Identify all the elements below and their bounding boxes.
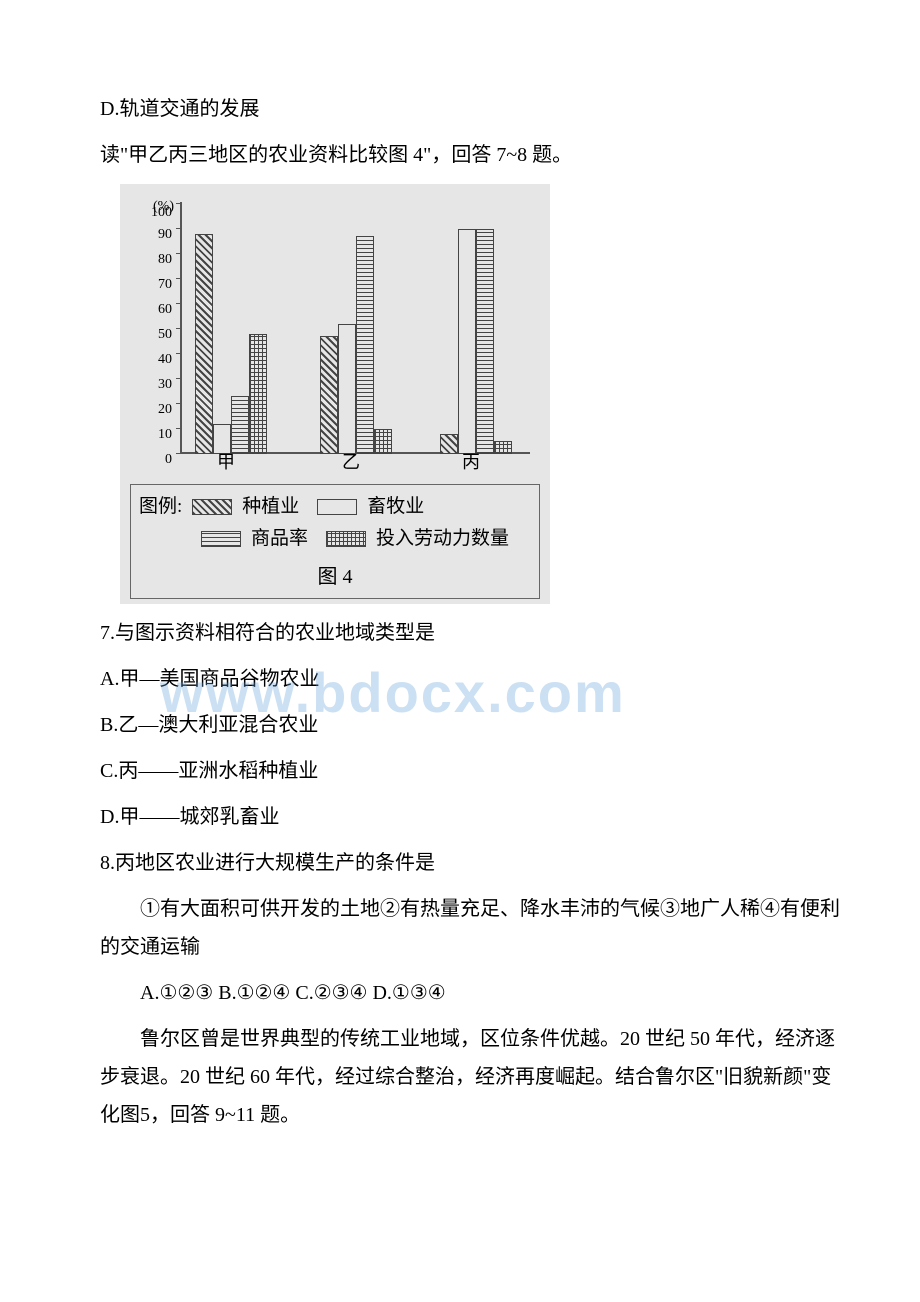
legend-swatch-livestock: [317, 499, 357, 515]
bar-yi-livestock: [338, 324, 356, 454]
bar-bing-labor: [494, 441, 512, 454]
q7-option-c: C.丙——亚洲水稻种植业: [100, 752, 840, 790]
q8-conditions: ①有大面积可供开发的土地②有热量充足、降水丰沛的气候③地广人稀④有便利的交通运输: [100, 890, 840, 966]
bar-yi-planting: [320, 336, 338, 454]
q7-option-a: A.甲—美国商品谷物农业: [100, 660, 840, 698]
read-prompt: 读"甲乙丙三地区的农业资料比较图 4"，回答 7~8 题。: [100, 136, 840, 174]
q7-stem: 7.与图示资料相符合的农业地域类型是: [100, 614, 840, 652]
ytick-10: 10: [140, 422, 172, 449]
ytick-60: 60: [140, 297, 172, 324]
ytick-100: 100: [140, 200, 172, 227]
ytick-50: 50: [140, 322, 172, 349]
bar-bing-planting: [440, 434, 458, 454]
chart-legend: 图例: 种植业 畜牧业 商品率 投入劳动力数量 图 4: [130, 484, 540, 599]
legend-text-commodity: 商品率: [251, 523, 308, 555]
bar-bing-livestock: [458, 229, 476, 454]
ytick-40: 40: [140, 347, 172, 374]
figure-caption: 图 4: [139, 560, 531, 598]
legend-label: 图例:: [139, 491, 182, 523]
q7-option-b: B.乙—澳大利亚混合农业: [100, 706, 840, 744]
ytick-0: 0: [140, 447, 172, 474]
bar-yi-labor: [374, 429, 392, 454]
legend-swatch-commodity: [201, 531, 241, 547]
ytick-80: 80: [140, 247, 172, 274]
cat-label-bing: 丙: [462, 445, 480, 479]
ruhr-passage: 鲁尔区曾是世界典型的传统工业地域，区位条件优越。20 世纪 50 年代，经济逐步…: [100, 1020, 840, 1134]
q8-stem: 8.丙地区农业进行大规模生产的条件是: [100, 844, 840, 882]
ytick-70: 70: [140, 272, 172, 299]
option-d-prev: D.轨道交通的发展: [100, 90, 840, 128]
legend-swatch-labor: [326, 531, 366, 547]
ytick-30: 30: [140, 372, 172, 399]
legend-text-labor: 投入劳动力数量: [376, 523, 509, 555]
q7-option-d: D.甲——城郊乳畜业: [100, 798, 840, 836]
legend-text-planting: 种植业: [242, 491, 299, 523]
legend-text-livestock: 畜牧业: [367, 491, 424, 523]
bar-jia-labor: [249, 334, 267, 454]
figure-4: (%) 0 10 20 30 40 50 60 70 80 90 100: [120, 184, 550, 604]
y-axis-line: [180, 202, 182, 454]
bar-jia-planting: [195, 234, 213, 454]
cat-label-jia: 甲: [217, 445, 235, 479]
bar-yi-commodity: [356, 236, 374, 454]
legend-swatch-planting: [192, 499, 232, 515]
cat-label-yi: 乙: [342, 445, 360, 479]
chart-plot-area: (%) 0 10 20 30 40 50 60 70 80 90 100: [130, 194, 540, 484]
bar-bing-commodity: [476, 229, 494, 454]
ytick-20: 20: [140, 397, 172, 424]
q8-options: A.①②③ B.①②④ C.②③④ D.①③④: [100, 974, 840, 1012]
